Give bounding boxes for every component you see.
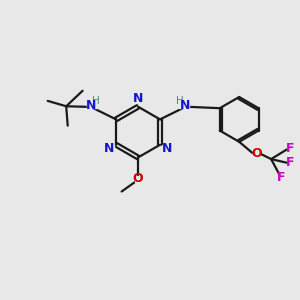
Text: N: N [104,142,115,155]
Text: N: N [85,99,96,112]
Text: H: H [176,97,184,106]
Text: N: N [180,99,190,112]
Bar [179,100,189,108]
Text: N: N [133,92,143,105]
Bar [134,94,142,103]
Bar [162,145,171,153]
Text: H: H [92,97,100,106]
Text: N: N [161,142,172,155]
Text: F: F [276,171,285,184]
Text: O: O [133,172,143,185]
Bar [105,145,114,153]
Bar [253,150,260,156]
Bar [135,176,141,182]
Text: O: O [251,147,262,160]
Text: F: F [286,156,295,169]
Bar [87,100,98,108]
Text: F: F [285,142,294,155]
